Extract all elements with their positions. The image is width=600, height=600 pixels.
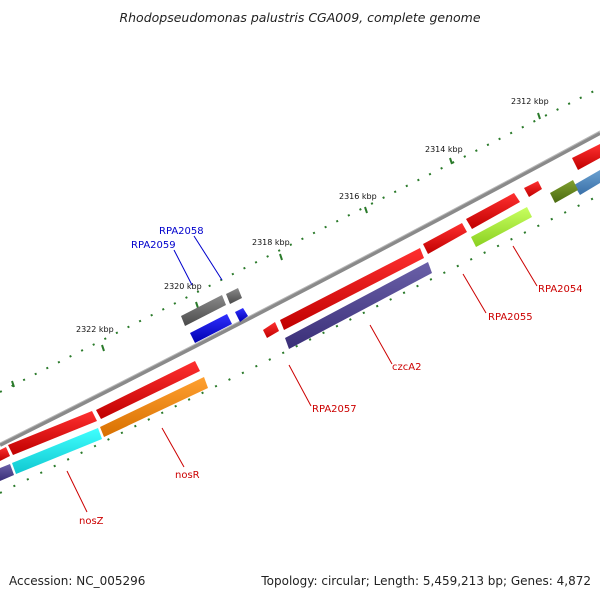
forward-strand-genes — [0, 144, 600, 461]
label-rpa2058[interactable]: RPA2058 — [159, 226, 204, 237]
gene-rpa2054-fwd-small[interactable] — [524, 181, 542, 197]
gene-rpa2059-gray[interactable] — [181, 295, 226, 326]
gene-far-right[interactable] — [572, 144, 600, 170]
label-leaders — [66, 235, 538, 513]
gene-rpa2055[interactable] — [423, 223, 467, 254]
inner-scale-ring — [0, 194, 600, 494]
gene-rpa2057[interactable] — [263, 322, 279, 338]
gene-nosz[interactable] — [12, 428, 102, 474]
gene-rpa2059-blue[interactable] — [190, 314, 232, 343]
map-title: Rhodopseudomonas palustris CGA009, compl… — [119, 10, 481, 25]
gene-czca2[interactable] — [285, 262, 432, 349]
gene-rpa2058-gray[interactable] — [226, 288, 242, 304]
gene-left-edge[interactable] — [0, 447, 10, 461]
gene-rpa2054-lime[interactable] — [471, 207, 532, 247]
gene-rpa2058-blue[interactable] — [235, 308, 248, 322]
scale-label-2318: 2318 kbp — [252, 238, 290, 247]
genome-backbone — [0, 131, 600, 447]
gene-steel-right[interactable] — [574, 170, 600, 195]
gene-nosr-fwd[interactable] — [96, 361, 200, 419]
gene-olive-right[interactable] — [550, 180, 578, 203]
gene-rpa2054-fwd[interactable] — [466, 193, 520, 229]
gene-left-purple[interactable] — [0, 464, 14, 481]
label-rpa2059[interactable]: RPA2059 — [131, 240, 176, 251]
scale-major-ticks — [11, 112, 541, 388]
scale-label-2316: 2316 kbp — [339, 192, 377, 201]
label-rpa2057[interactable]: RPA2057 — [312, 404, 357, 415]
gene-nosr[interactable] — [100, 377, 208, 437]
rpa2058-group — [181, 288, 248, 343]
reverse-strand-genes — [0, 170, 600, 481]
gene-czca2-fwd[interactable] — [280, 248, 424, 330]
scale-label-2322: 2322 kbp — [76, 325, 114, 334]
scale-ring — [0, 87, 600, 393]
backbone-highlight — [0, 130, 600, 444]
topology-text: Topology: circular; Length: 5,459,213 bp… — [261, 574, 591, 588]
label-czca2[interactable]: czcA2 — [392, 362, 421, 373]
label-rpa2055[interactable]: RPA2055 — [488, 312, 533, 323]
label-nosz[interactable]: nosZ — [79, 516, 104, 527]
label-nosr[interactable]: nosR — [175, 470, 200, 481]
scale-label-2314: 2314 kbp — [425, 145, 463, 154]
accession-text: Accession: NC_005296 — [9, 574, 146, 588]
gene-nosz-fwd[interactable] — [8, 411, 97, 455]
scale-label-2320: 2320 kbp — [164, 282, 202, 291]
scale-label-2312: 2312 kbp — [511, 97, 549, 106]
label-rpa2054[interactable]: RPA2054 — [538, 284, 583, 295]
